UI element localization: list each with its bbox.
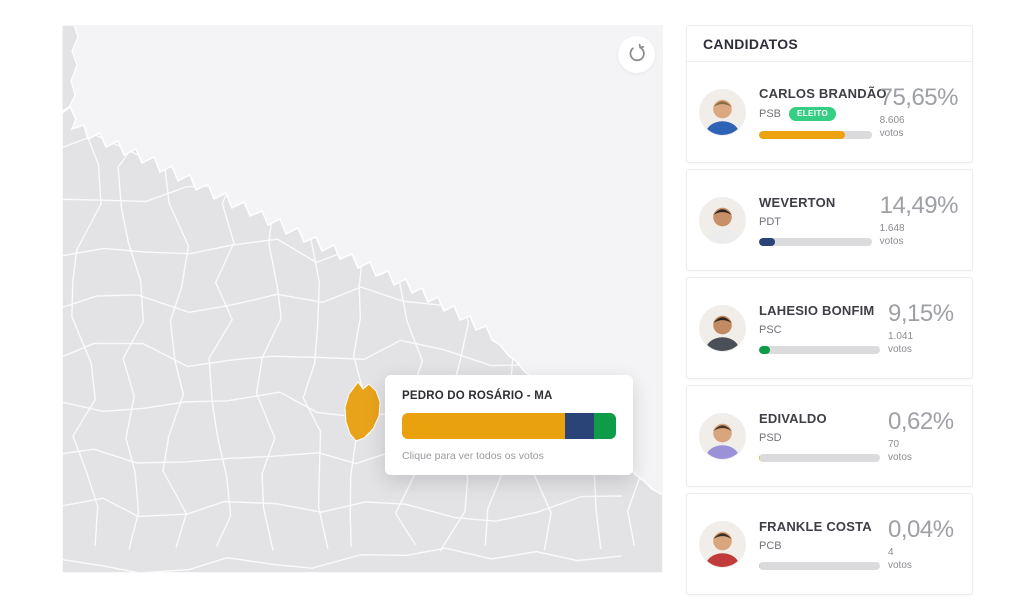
candidate-results: 9,15% 1.041 votos	[888, 301, 958, 355]
candidate-name: WEVERTON	[759, 195, 872, 210]
candidate-info: EDIVALDO PSD	[759, 411, 880, 462]
candidate-row[interactable]: FRANKLE COSTA PCB 0,04% 4 votos	[687, 494, 972, 594]
tooltip-bar-segment	[594, 413, 616, 439]
vote-bar-fill	[759, 131, 845, 139]
candidate-votes: 4	[888, 547, 958, 558]
vote-bar-track	[759, 346, 880, 354]
votes-label: votos	[888, 344, 958, 355]
candidate-votes: 8.606	[880, 115, 958, 126]
vote-bar-track	[759, 562, 880, 570]
candidate-info: LAHESIO BONFIM PSC	[759, 303, 880, 354]
tooltip-hint: Clique para ver todos os votos	[402, 450, 616, 462]
coastal-strip	[62, 25, 78, 111]
candidate-results: 0,62% 70 votos	[888, 409, 958, 463]
candidate-name: CARLOS BRANDÃO	[759, 86, 872, 101]
municipalities-map[interactable]	[62, 25, 663, 573]
tooltip-bar-segment	[402, 413, 565, 439]
candidate-info: CARLOS BRANDÃO PSB ELEITO	[759, 86, 872, 139]
candidate-avatar	[699, 521, 746, 568]
candidate-avatar	[699, 197, 746, 244]
vote-bar-fill	[759, 346, 770, 354]
tooltip-bar-segment	[565, 413, 594, 439]
candidate-info: WEVERTON PDT	[759, 195, 872, 246]
candidate-row[interactable]: CARLOS BRANDÃO PSB ELEITO 75,65% 8.606 v…	[687, 62, 972, 162]
candidate-party: PSC	[759, 324, 782, 336]
votes-label: votos	[888, 560, 958, 571]
candidate-percent: 0,62%	[888, 409, 958, 434]
candidates-header-card: CANDIDATOS CARLOS BRANDÃO PSB ELEITO 75,…	[686, 25, 973, 163]
candidate-votes: 70	[888, 439, 958, 450]
candidate-votes: 1.648	[880, 223, 958, 234]
candidate-results: 0,04% 4 votos	[888, 517, 958, 571]
candidate-avatar	[699, 89, 746, 136]
votes-label: votos	[880, 128, 958, 139]
candidate-row[interactable]: WEVERTON PDT 14,49% 1.648 votos	[687, 170, 972, 270]
candidate-card: WEVERTON PDT 14,49% 1.648 votos	[686, 169, 973, 271]
candidate-row[interactable]: EDIVALDO PSD 0,62% 70 votos	[687, 386, 972, 486]
map-panel[interactable]: PEDRO DO ROSÁRIO - MA Clique para ver to…	[62, 25, 663, 573]
reset-zoom-button[interactable]	[618, 36, 655, 73]
candidate-results: 14,49% 1.648 votos	[880, 193, 958, 247]
rotate-ccw-icon	[626, 43, 647, 67]
candidate-card: LAHESIO BONFIM PSC 9,15% 1.041 votos	[686, 277, 973, 379]
candidate-name: FRANKLE COSTA	[759, 519, 880, 534]
votes-label: votos	[880, 236, 958, 247]
candidate-party: PSB	[759, 108, 781, 120]
candidate-card: FRANKLE COSTA PCB 0,04% 4 votos	[686, 493, 973, 595]
tooltip-vote-bar	[402, 413, 616, 439]
elected-badge: ELEITO	[789, 107, 836, 121]
candidate-percent: 0,04%	[888, 517, 958, 542]
vote-bar-track	[759, 454, 880, 462]
candidate-card: EDIVALDO PSD 0,62% 70 votos	[686, 385, 973, 487]
vote-bar-fill	[759, 454, 760, 462]
vote-bar-track	[759, 131, 872, 139]
candidate-percent: 75,65%	[880, 85, 958, 110]
candidates-panel: CANDIDATOS CARLOS BRANDÃO PSB ELEITO 75,…	[686, 25, 973, 601]
candidate-party: PCB	[759, 540, 782, 552]
candidate-percent: 9,15%	[888, 301, 958, 326]
candidate-avatar	[699, 413, 746, 460]
municipality-tooltip[interactable]: PEDRO DO ROSÁRIO - MA Clique para ver to…	[385, 375, 633, 475]
panel-title: CANDIDATOS	[687, 26, 972, 61]
vote-bar-track	[759, 238, 872, 246]
votes-label: votos	[888, 452, 958, 463]
candidate-party: PSD	[759, 432, 782, 444]
tooltip-title: PEDRO DO ROSÁRIO - MA	[402, 390, 616, 402]
candidate-results: 75,65% 8.606 votos	[880, 85, 958, 139]
candidate-info: FRANKLE COSTA PCB	[759, 519, 880, 570]
candidate-party: PDT	[759, 216, 781, 228]
candidate-percent: 14,49%	[880, 193, 958, 218]
vote-bar-fill	[759, 238, 775, 246]
candidate-votes: 1.041	[888, 331, 958, 342]
candidate-avatar	[699, 305, 746, 352]
candidate-name: EDIVALDO	[759, 411, 880, 426]
candidate-name: LAHESIO BONFIM	[759, 303, 880, 318]
candidate-row[interactable]: LAHESIO BONFIM PSC 9,15% 1.041 votos	[687, 278, 972, 378]
